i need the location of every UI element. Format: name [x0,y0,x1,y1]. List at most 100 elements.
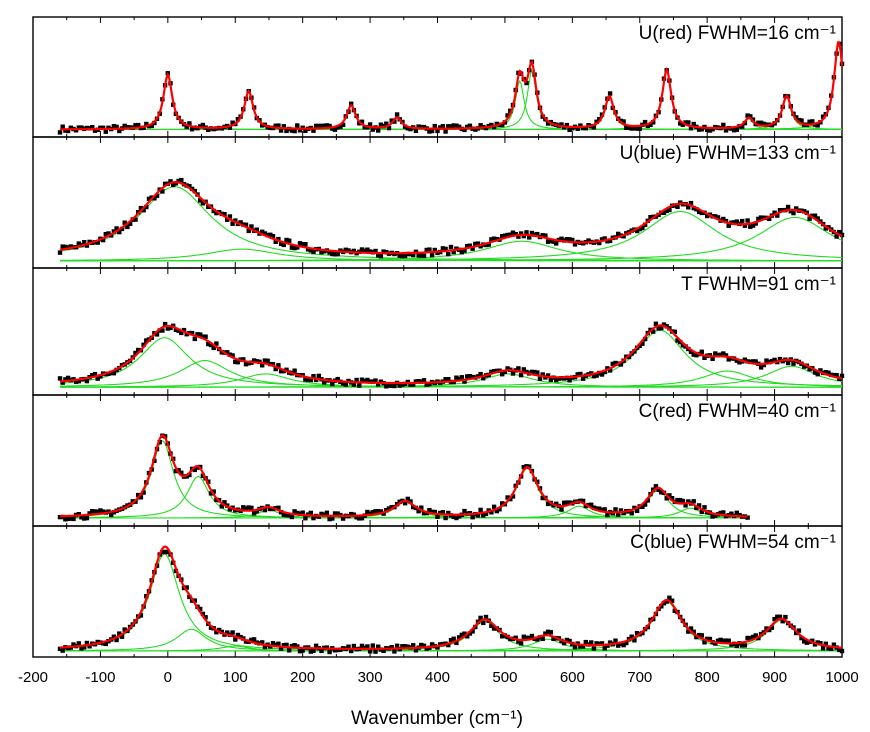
data-point [303,377,308,382]
component-peak-7 [60,365,843,388]
component-peak-2 [60,476,748,519]
data-point [187,184,192,189]
data-point [443,377,448,382]
data-point [475,513,481,518]
x-axis-label: Wavenumber (cm⁻¹) [351,708,523,729]
data-point [227,125,233,130]
data-point [465,244,470,249]
data-point [378,122,384,127]
data-point [554,501,559,506]
data-point [489,510,494,515]
data-point [362,125,367,130]
data-point [141,342,146,347]
data-point [756,120,761,125]
data-point [365,377,370,383]
component-peak-5 [60,329,842,388]
data-point [276,363,281,368]
data-point [745,635,750,641]
data-point [57,130,63,135]
data-point [742,357,748,362]
data-point [740,643,745,648]
data-point [424,247,429,253]
data-point [823,641,828,646]
data-point [389,505,394,510]
x-tick-label: 500 [492,669,517,686]
data-point [84,243,90,248]
data-point [411,382,416,387]
data-point [705,213,710,219]
data-point [238,220,243,225]
data-point [696,127,702,132]
data-point [117,631,122,636]
data-point [71,642,76,647]
data-point [626,125,632,130]
data-point [402,253,408,259]
data-point [311,515,316,521]
data-point [448,244,454,250]
data-point [162,181,168,187]
data-point [332,511,338,516]
data-point [837,647,842,653]
data-point [281,512,286,517]
data-point [440,510,446,515]
data-point [602,646,607,651]
data-point [238,634,243,640]
data-point [262,358,268,363]
data-point [144,204,149,210]
data-point [330,516,335,521]
data-point [456,376,462,382]
data-point [225,630,230,635]
data-point [483,614,489,620]
panel-4: C(red) FWHM=40 cm⁻¹ [32,394,843,527]
data-point [812,370,818,375]
data-point [659,325,664,331]
data-point [198,606,203,612]
data-point [591,646,597,651]
data-point [322,512,327,517]
data-point [351,248,357,254]
data-point [580,125,586,131]
data-point [260,123,265,128]
data-point [691,629,696,634]
data-point [308,377,313,383]
data-point [591,125,597,130]
data-point [721,638,726,643]
data-point [438,510,443,516]
data-point [281,124,286,129]
data-point [370,379,375,384]
panels: U(red) FWHM=16 cm⁻¹ U(blue) FWHM=133 cm⁻¹… [32,16,845,658]
data-point [440,246,446,251]
data-point [653,321,659,326]
data-point [424,382,429,387]
data-point [591,374,597,379]
data-point [500,372,505,377]
data-point [246,505,251,510]
data-point [804,640,810,645]
component-peak-8 [60,507,748,519]
data-point [295,510,300,516]
data-point [656,487,661,493]
data-point [669,496,675,501]
data-point [645,498,650,503]
data-point [839,648,845,654]
data-point [527,235,532,240]
data-point [125,125,130,130]
data-point [114,226,119,231]
data-point [60,244,65,249]
data-point [675,204,680,209]
data-point [510,494,516,499]
data-point [376,644,381,649]
data-point [384,121,389,126]
data-point [340,381,346,386]
data-point [521,367,526,372]
data-point [376,509,381,514]
data-point [421,511,427,516]
data-point [632,638,637,643]
data-point [144,338,149,343]
data-point [198,332,203,337]
data-point [359,119,365,124]
component-peak-8 [60,68,842,131]
data-point [567,127,572,132]
data-point [427,129,432,134]
data-point [154,332,160,337]
